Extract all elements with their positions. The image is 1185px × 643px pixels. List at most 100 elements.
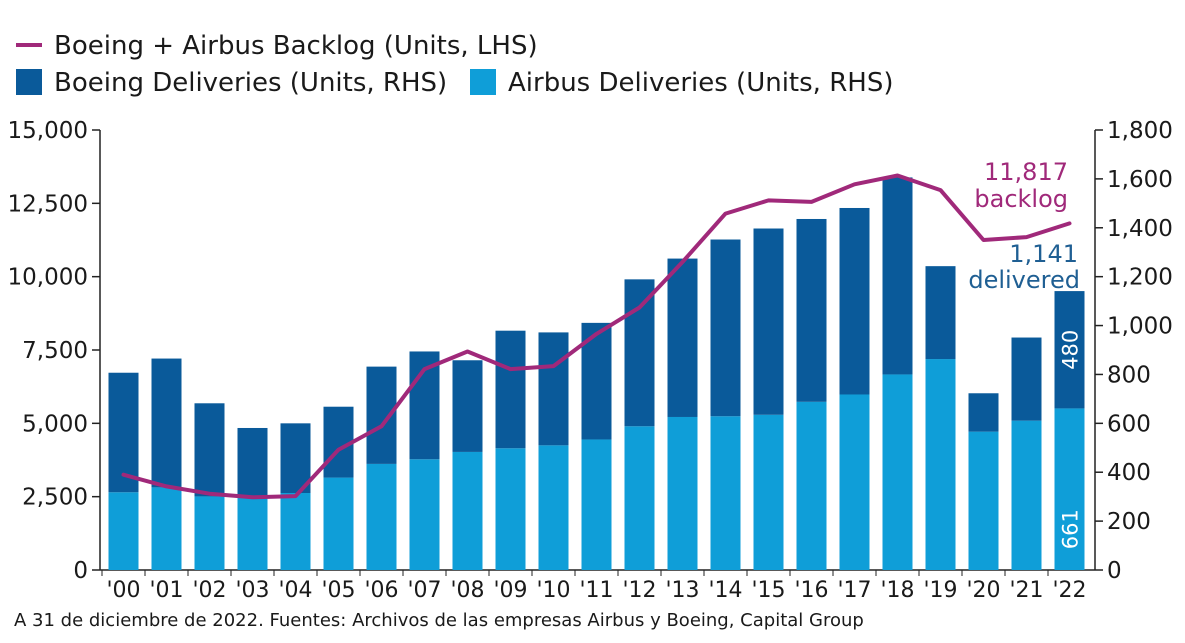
annotation-backlog-label: backlog [974, 185, 1068, 213]
annotation-backlog-value: 11,817 [984, 158, 1068, 186]
left-tick-label: 10,000 [8, 265, 88, 291]
bar-boeing [237, 427, 268, 497]
bar-boeing [108, 372, 139, 493]
source-note: A 31 de diciembre de 2022. Fuentes: Arch… [14, 610, 864, 631]
bar-airbus [1054, 408, 1085, 570]
right-tick-label: 1,600 [1107, 167, 1173, 193]
annotation-delivered-value: 1,141 [1009, 240, 1078, 268]
x-tick-label: '11 [579, 578, 613, 603]
legend-swatch-airbus [470, 69, 496, 95]
legend-label-airbus: Airbus Deliveries (Units, RHS) [508, 68, 893, 98]
bar-boeing [753, 228, 784, 415]
bar-boeing [1011, 337, 1042, 421]
right-tick-label: 0 [1107, 558, 1122, 584]
left-tick-label: 15,000 [8, 118, 88, 144]
bar-airbus [710, 416, 741, 570]
bar-airbus [323, 477, 354, 570]
x-tick-label: '03 [235, 578, 269, 603]
right-tick-label: 1,400 [1107, 216, 1173, 242]
bar-label-airbus-2022: 661 [1059, 509, 1083, 549]
x-tick-label: '10 [536, 578, 570, 603]
bar-airbus [1011, 420, 1042, 570]
right-tick-label: 1,200 [1107, 265, 1173, 291]
bar-airbus [151, 487, 182, 570]
left-tick-label: 12,500 [8, 191, 88, 217]
x-tick-label: '18 [880, 578, 914, 603]
bar-airbus [409, 459, 440, 570]
bar-boeing [538, 332, 569, 446]
x-tick-label: '22 [1052, 578, 1086, 603]
bar-airbus [581, 439, 612, 570]
x-tick-label: '13 [665, 578, 699, 603]
x-tick-label: '06 [364, 578, 398, 603]
bar-airbus [194, 496, 225, 570]
x-tick-label: '20 [966, 578, 1000, 603]
bar-boeing [151, 358, 182, 488]
legend-swatch-boeing [16, 69, 42, 95]
right-tick-label: 200 [1107, 509, 1151, 535]
right-tick-label: 600 [1107, 411, 1151, 437]
x-tick-label: '05 [321, 578, 355, 603]
legend-label-backlog: Boeing + Airbus Backlog (Units, LHS) [54, 31, 538, 61]
bar-boeing [839, 207, 870, 395]
left-tick-label: 0 [73, 558, 88, 584]
x-tick-label: '07 [407, 578, 441, 603]
x-tick-label: '16 [794, 578, 828, 603]
left-tick-label: 5,000 [22, 411, 88, 437]
bar-airbus [839, 394, 870, 570]
annotations: 11,817 backlog 1,141 delivered 480 661 [968, 158, 1082, 549]
bar-boeing [624, 279, 655, 427]
bar-boeing [194, 403, 225, 497]
x-tick-label: '12 [622, 578, 656, 603]
bar-boeing [452, 360, 483, 452]
bar-airbus [452, 451, 483, 570]
legend: Boeing + Airbus Backlog (Units, LHS) Boe… [16, 31, 893, 98]
right-tick-label: 1,800 [1107, 118, 1173, 144]
bar-boeing [1054, 291, 1085, 409]
right-tick-label: 1,000 [1107, 314, 1173, 340]
x-tick-label: '14 [708, 578, 742, 603]
backlog-line-group [121, 173, 1072, 500]
bar-airbus [538, 445, 569, 570]
bar-boeing [882, 177, 913, 375]
bar-airbus [753, 414, 784, 570]
left-tick-label: 7,500 [22, 338, 88, 364]
bar-label-boeing-2022: 480 [1059, 330, 1083, 370]
bar-airbus [366, 463, 397, 570]
bar-boeing [495, 330, 526, 449]
x-tick-label: '00 [106, 578, 140, 603]
legend-item-boeing: Boeing Deliveries (Units, RHS) [16, 68, 447, 98]
bar-airbus [882, 374, 913, 570]
x-tick-label: '04 [278, 578, 312, 603]
bar-airbus [624, 426, 655, 570]
bar-boeing [280, 423, 311, 493]
bar-boeing [925, 266, 956, 360]
bar-airbus [108, 492, 139, 570]
bar-airbus [968, 431, 999, 570]
bar-airbus [925, 359, 956, 570]
bar-airbus [667, 416, 698, 570]
bar-airbus [796, 401, 827, 570]
bars [108, 177, 1085, 570]
x-tick-label: '09 [493, 578, 527, 603]
bar-boeing [667, 258, 698, 417]
legend-item-backlog: Boeing + Airbus Backlog (Units, LHS) [16, 31, 538, 61]
x-tick-label: '19 [923, 578, 957, 603]
x-tick-label: '01 [149, 578, 183, 603]
backlog-line [121, 173, 1072, 500]
annotation-delivered-label: delivered [968, 266, 1080, 294]
bar-boeing [796, 218, 827, 402]
axes: 0 2,500 5,000 7,500 10,000 12,500 15,000 0 200 40… [8, 118, 1173, 584]
bar-boeing [710, 239, 741, 417]
x-axis-labels: '00 '01 '02 '03 '04 '05 '06 '07 '08 '09 '10 '11 '12 '… [101, 570, 1087, 603]
x-tick-label: '02 [192, 578, 226, 603]
bar-airbus [495, 448, 526, 570]
bar-airbus [280, 493, 311, 570]
right-tick-label: 400 [1107, 460, 1151, 486]
bar-boeing [968, 393, 999, 432]
x-tick-label: '15 [751, 578, 785, 603]
bar-airbus [237, 496, 268, 570]
right-tick-label: 800 [1107, 362, 1151, 388]
x-tick-label: '17 [837, 578, 871, 603]
